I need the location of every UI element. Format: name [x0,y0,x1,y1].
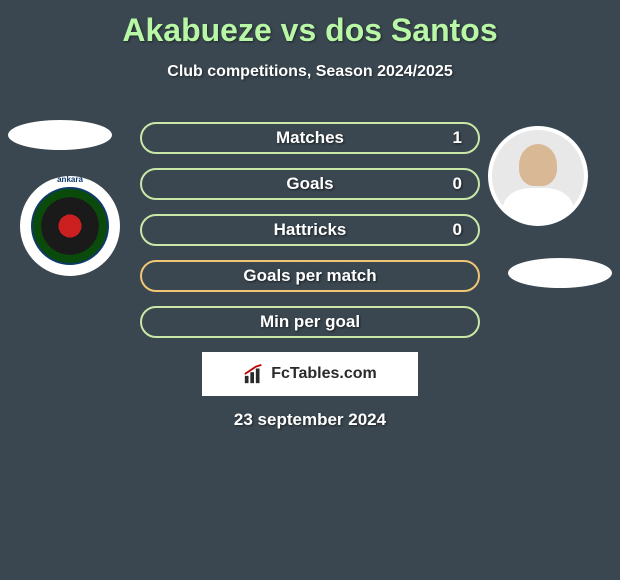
stats-bars: Matches 1 Goals 0 Hattricks 0 Goals per … [140,122,480,352]
page-subtitle: Club competitions, Season 2024/2025 [0,63,620,81]
page-title: Akabueze vs dos Santos [0,0,620,49]
stat-row-hattricks: Hattricks 0 [140,214,480,246]
fctables-logo[interactable]: FcTables.com [202,352,418,396]
badge-label: ankara [57,175,83,184]
logo-text: FcTables.com [271,365,377,383]
stat-label: Min per goal [260,312,360,332]
stat-row-goals: Goals 0 [140,168,480,200]
right-player-name-placeholder [508,258,612,288]
stat-row-matches: Matches 1 [140,122,480,154]
stat-value-right: 0 [453,220,462,240]
stat-value-right: 1 [453,128,462,148]
left-player-name-placeholder [8,120,112,150]
stat-row-min-per-goal: Min per goal [140,306,480,338]
stat-label: Matches [276,128,344,148]
right-player-avatar [488,126,588,226]
left-player-club-badge: ankara [20,176,120,276]
stat-label: Hattricks [274,220,347,240]
stat-row-goals-per-match: Goals per match [140,260,480,292]
stat-label: Goals [286,174,333,194]
stat-label: Goals per match [243,266,376,286]
stat-value-right: 0 [453,174,462,194]
bar-chart-icon [243,363,265,385]
date-label: 23 september 2024 [0,410,620,430]
